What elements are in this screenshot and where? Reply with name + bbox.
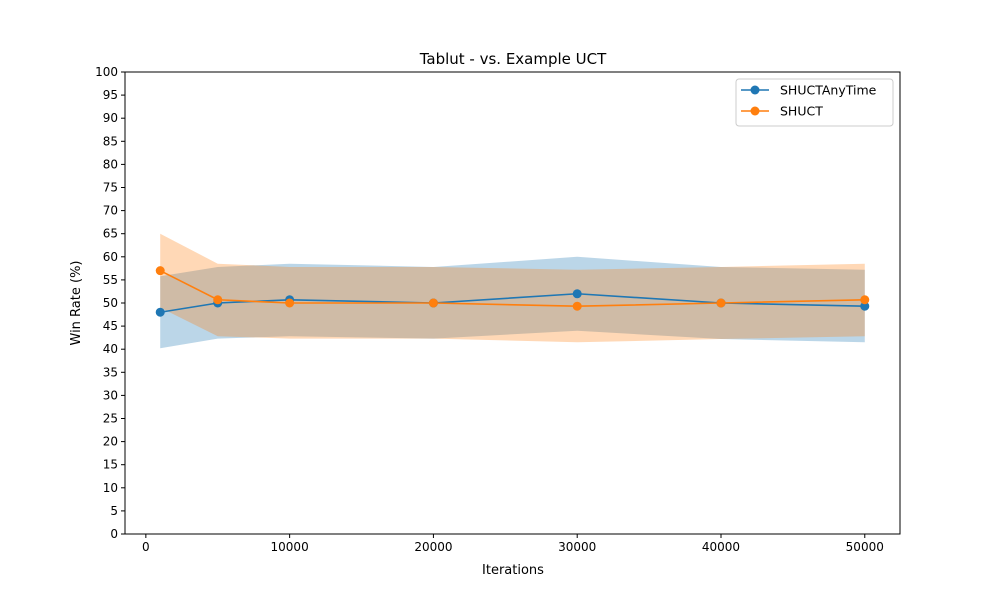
confidence-band-0 <box>160 256 865 349</box>
x-tick-label: 10000 <box>271 540 309 554</box>
data-point <box>860 301 870 311</box>
data-point <box>155 307 165 317</box>
x-axis-label: Iterations <box>482 563 544 578</box>
legend-label: SHUCT <box>780 104 823 119</box>
y-tick-label: 30 <box>103 388 118 402</box>
x-tick-label: 20000 <box>414 540 452 554</box>
y-tick-label: 10 <box>103 481 118 495</box>
y-tick-label: 5 <box>110 504 118 518</box>
x-tick-label: 0 <box>142 540 150 554</box>
data-point <box>285 298 295 308</box>
data-point <box>572 301 582 311</box>
chart-title: Tablut - vs. Example UCT <box>419 50 607 68</box>
y-tick-label: 35 <box>103 365 118 379</box>
legend-marker <box>750 106 760 116</box>
y-tick-label: 65 <box>103 227 118 241</box>
y-tick-label: 50 <box>103 296 118 310</box>
y-tick-label: 20 <box>103 435 118 449</box>
y-tick-label: 100 <box>95 65 118 79</box>
data-point <box>213 295 223 305</box>
data-point <box>428 298 438 308</box>
y-tick-label: 90 <box>103 111 118 125</box>
y-tick-label: 0 <box>110 527 118 541</box>
y-tick-label: 45 <box>103 319 118 333</box>
legend-marker <box>750 85 760 95</box>
y-tick-label: 95 <box>103 88 118 102</box>
series-points <box>155 266 870 317</box>
y-axis-ticks: 0 5 10 15 20 25 30 35 40 45 50 55 60 65 70 75 80 85 90 95 10… <box>95 65 125 541</box>
x-tick-label: 30000 <box>558 540 596 554</box>
legend: SHUCTAnyTime SHUCT <box>735 78 894 127</box>
y-tick-label: 55 <box>103 273 118 287</box>
data-point <box>572 289 582 299</box>
legend-box <box>735 78 894 127</box>
y-tick-label: 70 <box>103 204 118 218</box>
y-tick-label: 85 <box>103 134 118 148</box>
y-tick-label: 40 <box>103 342 118 356</box>
data-point <box>860 295 870 305</box>
x-axis-ticks: 0 10000 20000 30000 40000 50000 <box>142 534 884 554</box>
data-point <box>716 298 726 308</box>
legend-label: SHUCTAnyTime <box>780 83 877 98</box>
y-tick-label: 25 <box>103 412 118 426</box>
y-tick-label: 60 <box>103 250 118 264</box>
y-tick-label: 75 <box>103 181 118 195</box>
y-tick-label: 80 <box>103 157 118 171</box>
confidence-bands <box>160 233 865 349</box>
x-tick-label: 50000 <box>846 540 884 554</box>
data-point <box>155 266 165 276</box>
y-tick-label: 15 <box>103 458 118 472</box>
y-axis-label: Win Rate (%) <box>69 261 84 346</box>
x-tick-label: 40000 <box>702 540 740 554</box>
confidence-band-1 <box>160 233 865 343</box>
